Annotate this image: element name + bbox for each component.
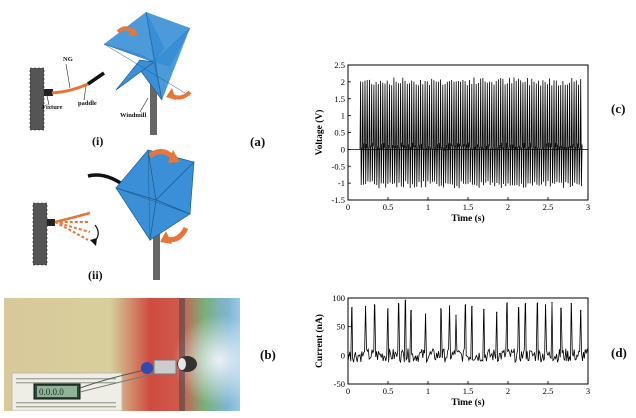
current-peak-point	[455, 314, 457, 316]
x-tick-label: 1.5	[463, 386, 474, 396]
current-peak-point	[551, 301, 553, 304]
y-tick-label: 100	[332, 293, 345, 303]
windmill-blades	[115, 149, 195, 241]
y-axis-label: Voltage (V)	[314, 110, 325, 156]
voltage-chart: 0 0.5 1 1.5 2 2.5 3 -1.5 -1 -0.5 0 0.5 1 1.5 2 2.5 Time …	[314, 60, 590, 224]
panel-label-c: (c)	[611, 101, 626, 116]
x-tick-label: 0	[346, 202, 350, 212]
current-peak-point	[405, 299, 407, 301]
x-tick-label: 0.5	[383, 202, 394, 212]
current-peak-point	[410, 310, 412, 312]
panel-label-b: (b)	[260, 347, 276, 362]
x-tick-label: 1	[426, 202, 430, 212]
fixture-clamp	[44, 89, 53, 96]
x-tick-label: 2.5	[543, 386, 554, 396]
current-peak-point	[496, 311, 498, 313]
current-series-line	[347, 299, 589, 364]
lcd-readout: 0.0.0.0	[39, 387, 64, 397]
y-tick-label: 0.5	[334, 128, 345, 138]
y-tick-label: 2	[341, 77, 345, 87]
current-peak-point	[449, 305, 451, 307]
current-peak-point	[580, 310, 582, 312]
voltage-series-line	[359, 77, 583, 189]
experiment-photo: 0.0.0.0	[4, 298, 240, 411]
ng-beam	[51, 82, 89, 95]
fixture-wall	[30, 68, 44, 130]
windmill-pole	[150, 60, 157, 135]
y-tick-label: 0	[341, 144, 345, 154]
x-tick-label: 2	[506, 386, 510, 396]
current-peak-point	[525, 303, 527, 305]
y-tick-label: -1	[338, 178, 345, 188]
fixture-label: Fixture	[42, 104, 63, 111]
sublabel-i: (i)	[92, 134, 104, 148]
current-peak-point	[517, 307, 519, 309]
paddle-label: paddle	[78, 100, 97, 107]
y-tick-label: 0	[341, 350, 345, 360]
current-peak-point	[397, 303, 399, 305]
current-peak-point	[440, 308, 442, 310]
windmill-schematic	[29, 11, 195, 280]
y-tick-label: -1.5	[332, 195, 345, 205]
current-peak-point	[545, 304, 547, 306]
y-tick-label: 2.5	[334, 60, 345, 70]
current-peak-point	[465, 304, 467, 306]
blue-clip	[141, 362, 153, 374]
ng-label: NG	[63, 56, 73, 63]
x-tick-label: 0.5	[383, 386, 394, 396]
paddle	[87, 71, 105, 86]
panel-label-d: (d)	[611, 345, 627, 360]
x-tick-label: 2	[506, 202, 510, 212]
y-tick-label: 1	[341, 111, 345, 121]
panel-label-a: (a)	[250, 134, 266, 149]
windmill-pole	[153, 198, 160, 280]
current-peak-point	[537, 302, 539, 304]
current-peak-point	[387, 308, 389, 310]
x-tick-label: 2.5	[543, 202, 554, 212]
y-tick-label: 50	[337, 322, 346, 332]
x-axis-label: Time (s)	[451, 213, 484, 224]
current-peak-point	[365, 306, 367, 308]
x-tick-label: 3	[586, 386, 590, 396]
sublabel-ii: (ii)	[88, 268, 103, 282]
current-peak-point	[560, 307, 562, 309]
current-peak-point	[351, 307, 353, 309]
y-tick-label: -50	[334, 379, 345, 389]
y-tick-label: 1.5	[334, 94, 345, 104]
current-peak-point	[373, 304, 375, 306]
current-peak-point	[483, 308, 485, 311]
windmill-blades	[103, 11, 191, 101]
y-tick-label: -0.5	[332, 161, 345, 171]
current-peak-point	[425, 313, 427, 315]
x-axis-label: Time (s)	[451, 397, 484, 408]
x-tick-label: 1	[426, 386, 430, 396]
x-tick-label: 0	[346, 386, 350, 396]
current-peak-point	[471, 306, 473, 308]
current-peak-point	[570, 303, 572, 305]
y-axis-label: Current (nA)	[314, 314, 325, 368]
x-tick-label: 3	[586, 202, 590, 212]
current-peak-point	[506, 302, 508, 304]
windmill-label: Windmill	[120, 112, 147, 119]
fixture-wall	[33, 203, 47, 265]
x-tick-label: 1.5	[463, 202, 474, 212]
